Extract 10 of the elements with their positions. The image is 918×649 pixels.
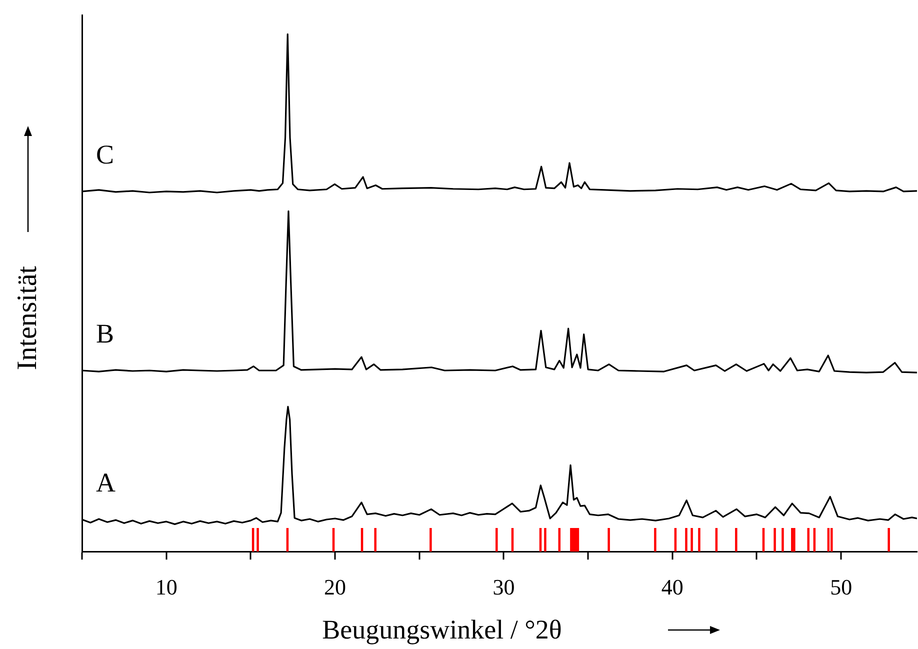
- x-tick-label: 30: [492, 574, 515, 600]
- series-label: C: [96, 139, 114, 170]
- x-axis-title: Beugungswinkel / °2θ: [322, 614, 562, 646]
- x-tick-label: 10: [155, 574, 178, 600]
- x-tick-label: 50: [830, 574, 852, 600]
- x-tick-label: 20: [324, 574, 346, 600]
- x-tick-label: 40: [661, 574, 684, 600]
- series-label: B: [96, 318, 114, 348]
- series-label: A: [96, 468, 116, 498]
- y-axis-title: Intensität: [12, 266, 44, 370]
